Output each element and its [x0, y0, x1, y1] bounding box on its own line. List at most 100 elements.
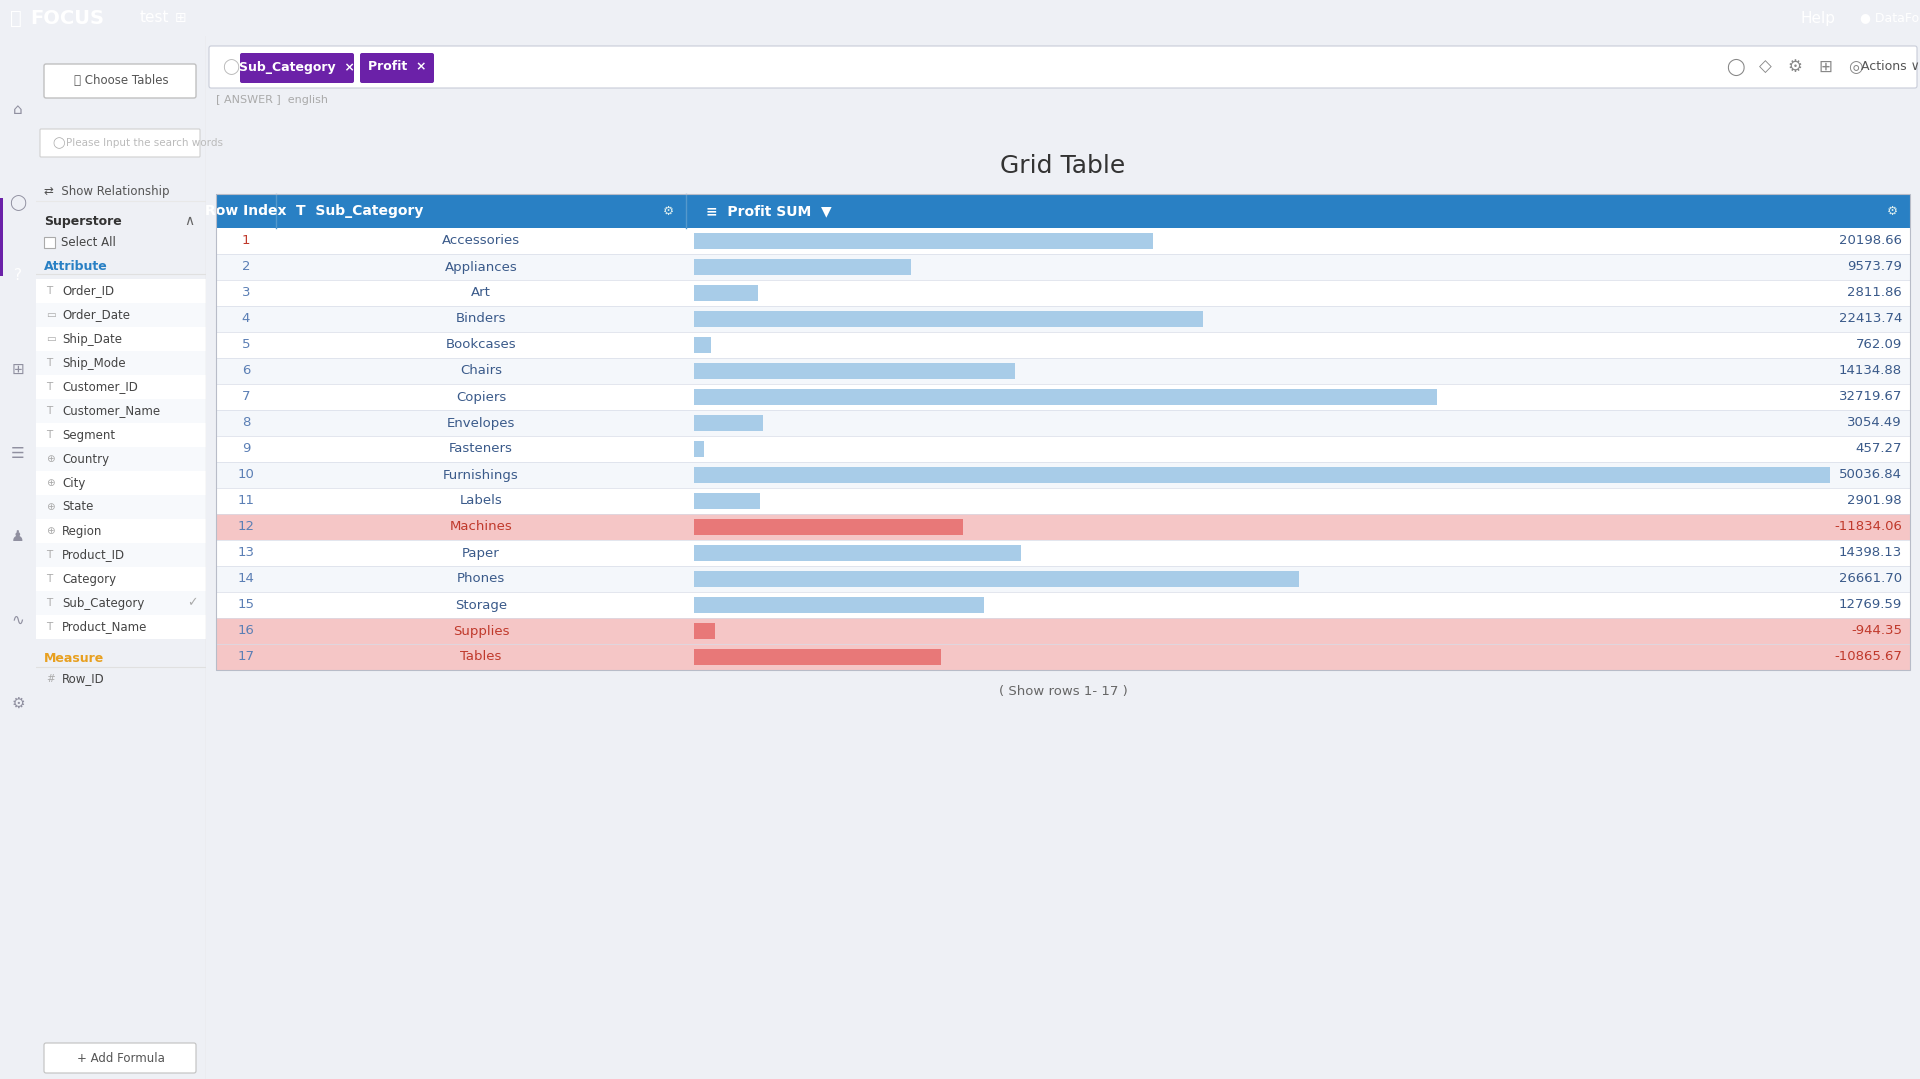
Bar	[693, 285, 758, 301]
Text: ( Show rows 1- 17 ): ( Show rows 1- 17 )	[998, 685, 1127, 698]
Text: Country: Country	[61, 452, 109, 465]
Bar	[215, 332, 1910, 358]
Text: Sub_Category: Sub_Category	[61, 597, 144, 610]
Bar	[0, 197, 4, 276]
Text: ⊞: ⊞	[1818, 58, 1832, 76]
Text: Order_Date: Order_Date	[61, 309, 131, 322]
Bar	[215, 540, 1910, 566]
Text: 50036.84: 50036.84	[1839, 468, 1903, 481]
Text: ⊞: ⊞	[12, 363, 25, 378]
Text: ▭: ▭	[46, 334, 56, 344]
Text: Copiers: Copiers	[455, 391, 507, 404]
Text: Phones: Phones	[457, 573, 505, 586]
Text: Order_ID: Order_ID	[61, 285, 113, 298]
FancyBboxPatch shape	[40, 129, 200, 158]
Text: Supplies: Supplies	[453, 625, 509, 638]
Text: ▭: ▭	[46, 310, 56, 320]
Bar	[36, 495, 205, 519]
Bar	[693, 441, 705, 456]
Text: Fasteners: Fasteners	[449, 442, 513, 455]
Text: Tables: Tables	[461, 651, 501, 664]
Text: Paper: Paper	[463, 546, 499, 560]
Text: Product_ID: Product_ID	[61, 548, 125, 561]
Bar	[215, 254, 1910, 279]
Text: 12: 12	[238, 520, 255, 533]
Text: 9573.79: 9573.79	[1847, 260, 1903, 273]
Bar	[44, 237, 56, 248]
Text: 26661.70: 26661.70	[1839, 573, 1903, 586]
Text: ⌂: ⌂	[13, 101, 23, 117]
Text: T: T	[46, 431, 52, 440]
Text: Row Index: Row Index	[205, 204, 286, 218]
Text: 3054.49: 3054.49	[1847, 416, 1903, 429]
Text: T: T	[46, 286, 52, 296]
Text: Customer_ID: Customer_ID	[61, 381, 138, 394]
Text: Profit  ×: Profit ×	[369, 60, 426, 73]
Text: ⬛: ⬛	[10, 9, 21, 27]
Text: Customer_Name: Customer_Name	[61, 405, 159, 418]
Bar	[215, 644, 1910, 670]
Text: ∧: ∧	[184, 214, 194, 228]
Text: ⊕: ⊕	[46, 525, 56, 536]
Bar	[215, 384, 1910, 410]
Text: 2811.86: 2811.86	[1847, 287, 1903, 300]
Text: ⊕: ⊕	[46, 454, 56, 464]
Bar	[215, 566, 1910, 592]
Text: T: T	[46, 550, 52, 560]
Text: 12769.59: 12769.59	[1839, 599, 1903, 612]
Text: ◯: ◯	[223, 59, 240, 74]
Text: 10: 10	[238, 468, 255, 481]
Bar	[693, 545, 1021, 561]
Text: 32719.67: 32719.67	[1839, 391, 1903, 404]
Text: Region: Region	[61, 524, 102, 537]
Text: ⚙: ⚙	[12, 696, 25, 711]
Text: State: State	[61, 501, 94, 514]
Bar	[36, 375, 205, 399]
Bar	[693, 415, 764, 431]
Text: -11834.06: -11834.06	[1834, 520, 1903, 533]
Bar	[36, 279, 205, 303]
Bar	[215, 228, 1910, 254]
Bar	[215, 358, 1910, 384]
Bar	[693, 571, 1300, 587]
Bar	[215, 462, 1910, 488]
Text: Labels: Labels	[459, 494, 503, 507]
Bar	[36, 472, 205, 495]
Text: 14134.88: 14134.88	[1839, 365, 1903, 378]
Bar	[36, 327, 205, 351]
Text: T: T	[46, 598, 52, 607]
Text: Ship_Mode: Ship_Mode	[61, 356, 125, 369]
Text: T: T	[46, 574, 52, 584]
Text: ≡  Profit SUM  ▼: ≡ Profit SUM ▼	[707, 204, 831, 218]
Text: Segment: Segment	[61, 428, 115, 441]
Bar	[36, 303, 205, 327]
Text: 14398.13: 14398.13	[1839, 546, 1903, 560]
Bar	[215, 194, 1910, 228]
Text: -10865.67: -10865.67	[1834, 651, 1903, 664]
Text: Actions ∨: Actions ∨	[1860, 60, 1920, 73]
FancyBboxPatch shape	[361, 53, 434, 83]
Text: 7: 7	[242, 391, 250, 404]
Text: -944.35: -944.35	[1851, 625, 1903, 638]
Text: Art: Art	[470, 287, 492, 300]
Text: Bookcases: Bookcases	[445, 339, 516, 352]
Text: 16: 16	[238, 625, 255, 638]
Bar	[693, 597, 983, 613]
Bar	[36, 566, 205, 591]
Text: ⊕: ⊕	[46, 478, 56, 488]
Bar	[36, 591, 205, 615]
Text: ⊕: ⊕	[46, 502, 56, 513]
Text: T: T	[46, 622, 52, 632]
Text: Superstore: Superstore	[44, 215, 121, 228]
Text: 22413.74: 22413.74	[1839, 313, 1903, 326]
Text: 11: 11	[238, 494, 255, 507]
Text: 8: 8	[242, 416, 250, 429]
Bar	[693, 390, 1436, 405]
Text: Category: Category	[61, 573, 115, 586]
Text: ⇄  Show Relationship: ⇄ Show Relationship	[44, 185, 169, 197]
Bar	[215, 279, 1910, 306]
Bar	[215, 410, 1910, 436]
Text: ◯: ◯	[1726, 58, 1743, 76]
Bar	[36, 615, 205, 639]
Text: T  Sub_Category: T Sub_Category	[296, 204, 424, 218]
